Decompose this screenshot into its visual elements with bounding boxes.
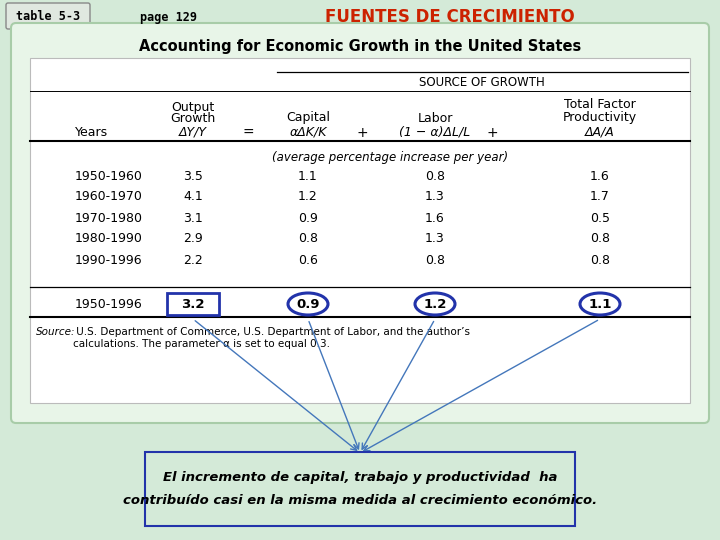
Text: (1 − α)ΔL/L: (1 − α)ΔL/L (400, 125, 471, 138)
Text: table 5-3: table 5-3 (16, 10, 80, 24)
Text: =: = (242, 126, 254, 140)
Text: 1970-1980: 1970-1980 (75, 212, 143, 225)
Text: 1.2: 1.2 (423, 298, 446, 310)
Text: 0.8: 0.8 (425, 253, 445, 267)
Text: 0.6: 0.6 (298, 253, 318, 267)
Text: 0.5: 0.5 (590, 212, 610, 225)
Text: +: + (486, 126, 498, 140)
Text: (average percentage increase per year): (average percentage increase per year) (272, 152, 508, 165)
Text: 1.7: 1.7 (590, 191, 610, 204)
Text: 3.1: 3.1 (183, 212, 203, 225)
Text: Accounting for Economic Growth in the United States: Accounting for Economic Growth in the Un… (139, 39, 581, 55)
Text: Years: Years (75, 126, 108, 139)
Text: 1.6: 1.6 (590, 170, 610, 183)
Text: 1960-1970: 1960-1970 (75, 191, 143, 204)
Text: 3.2: 3.2 (181, 298, 204, 310)
Text: U.S. Department of Commerce, U.S. Department of Labor, and the author’s
calculat: U.S. Department of Commerce, U.S. Depart… (73, 327, 470, 349)
Text: Growth: Growth (171, 111, 215, 125)
Text: 3.5: 3.5 (183, 170, 203, 183)
Text: 0.9: 0.9 (298, 212, 318, 225)
Text: 0.8: 0.8 (425, 170, 445, 183)
Text: Output: Output (171, 100, 215, 113)
Text: 4.1: 4.1 (183, 191, 203, 204)
Text: ΔA/A: ΔA/A (585, 125, 615, 138)
FancyBboxPatch shape (167, 293, 219, 315)
Text: contribuído casi en la misma medida al crecimiento económico.: contribuído casi en la misma medida al c… (123, 494, 597, 507)
Text: 1.3: 1.3 (425, 233, 445, 246)
Text: 1.6: 1.6 (425, 212, 445, 225)
Text: +: + (356, 126, 368, 140)
Text: 1980-1990: 1980-1990 (75, 233, 143, 246)
Text: 1950-1996: 1950-1996 (75, 298, 143, 310)
Text: 0.8: 0.8 (590, 253, 610, 267)
Text: αΔK/K: αΔK/K (289, 125, 327, 138)
Text: 0.9: 0.9 (296, 298, 320, 310)
Text: 1.2: 1.2 (298, 191, 318, 204)
Text: 2.2: 2.2 (183, 253, 203, 267)
Text: 0.8: 0.8 (298, 233, 318, 246)
Text: ΔY/Y: ΔY/Y (179, 125, 207, 138)
Text: Productivity: Productivity (563, 111, 637, 125)
Text: Capital: Capital (286, 111, 330, 125)
Text: 0.8: 0.8 (590, 233, 610, 246)
Text: 2.9: 2.9 (183, 233, 203, 246)
Text: El incremento de capital, trabajo y productividad  ha: El incremento de capital, trabajo y prod… (163, 470, 557, 483)
FancyBboxPatch shape (30, 58, 690, 403)
FancyBboxPatch shape (6, 3, 90, 29)
Ellipse shape (580, 293, 620, 315)
Text: 1.1: 1.1 (588, 298, 612, 310)
Text: 1.3: 1.3 (425, 191, 445, 204)
Text: Total Factor: Total Factor (564, 98, 636, 111)
FancyBboxPatch shape (11, 23, 709, 423)
Ellipse shape (288, 293, 328, 315)
Ellipse shape (415, 293, 455, 315)
Text: 1990-1996: 1990-1996 (75, 253, 143, 267)
Text: Labor: Labor (418, 111, 453, 125)
Text: page 129: page 129 (140, 10, 197, 24)
Text: Source:: Source: (36, 327, 76, 337)
Text: FUENTES DE CRECIMIENTO: FUENTES DE CRECIMIENTO (325, 8, 575, 26)
Text: 1950-1960: 1950-1960 (75, 170, 143, 183)
Text: SOURCE OF GROWTH: SOURCE OF GROWTH (419, 77, 545, 90)
FancyBboxPatch shape (145, 452, 575, 526)
Text: 1.1: 1.1 (298, 170, 318, 183)
